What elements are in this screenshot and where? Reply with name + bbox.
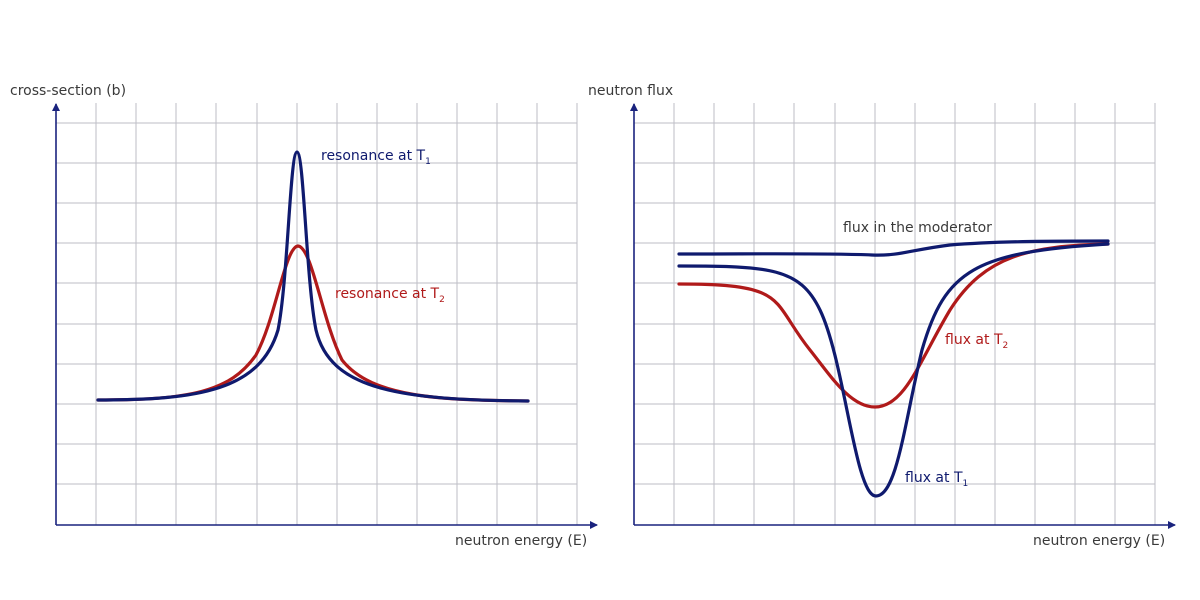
resonance-t2-label-main: resonance at T [335, 286, 440, 302]
moderator-flux-label: flux in the moderator [843, 220, 992, 236]
right-x-axis-label: neutron energy (E) [1033, 533, 1165, 549]
left-y-axis-label: cross-section (b) [10, 83, 126, 99]
flux-t2-curve [677, 242, 1110, 409]
resonance-t1-label: resonance at T1 [321, 148, 431, 167]
left-x-axis-label: neutron energy (E) [455, 533, 587, 549]
moderator-flux-curve [677, 239, 1110, 257]
flux-t1-curve [677, 242, 1110, 498]
flux-t1-label-main: flux at T [905, 470, 963, 486]
flux-t2-label: flux at T2 [945, 332, 1008, 351]
resonance-t1-label-sub: 1 [425, 157, 431, 167]
flux-t2-label-main: flux at T [945, 332, 1003, 348]
resonance-t1-label-main: resonance at T [321, 148, 426, 164]
flux-t1-label: flux at T1 [905, 470, 968, 489]
right-y-axis-label: neutron flux [588, 83, 673, 99]
flux-t1-label-sub: 1 [963, 479, 969, 489]
right-grid [634, 103, 1156, 525]
flux-t2-label-sub: 2 [1003, 341, 1009, 351]
resonance-t2-label: resonance at T2 [335, 286, 445, 305]
left-grid [56, 103, 578, 525]
resonance-t1-curve [96, 150, 530, 403]
resonance-t2-label-sub: 2 [439, 295, 445, 305]
